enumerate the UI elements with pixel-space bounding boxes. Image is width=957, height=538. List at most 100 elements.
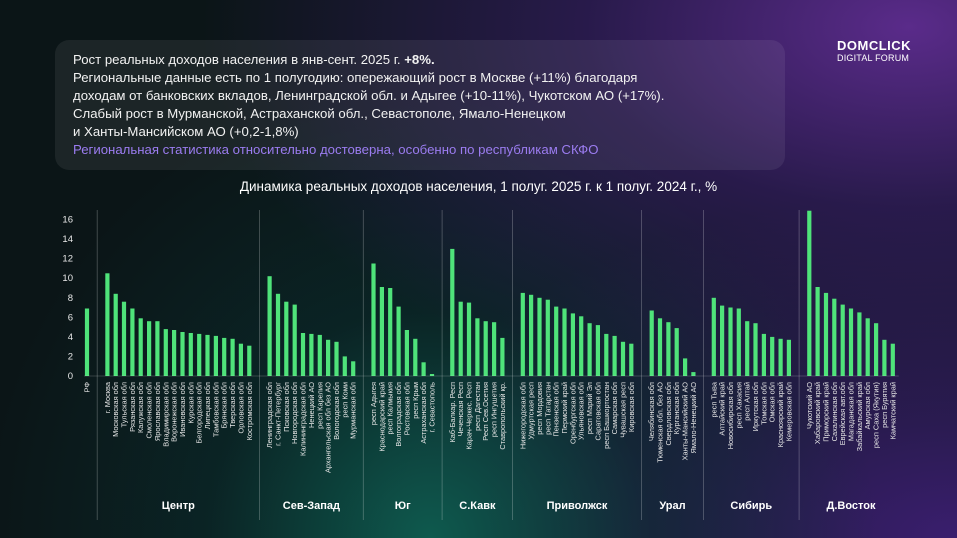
category-label: Ханты-Мансийский АО	[681, 382, 690, 461]
category-label: Калининградская обл	[299, 382, 308, 456]
category-label: г. Москва	[103, 381, 112, 413]
bar-44	[500, 337, 505, 376]
summary-line-4: Слабый рост в Мурманской, Астраханской о…	[73, 106, 566, 121]
bar-6	[147, 321, 152, 376]
bar-47	[537, 297, 542, 376]
category-label: респ Марий Эл	[585, 382, 594, 434]
bar-79	[840, 304, 845, 376]
logo-subtitle: DIGITAL FORUM	[837, 53, 910, 63]
category-label: Владимирская обл	[161, 382, 170, 447]
bar-68	[736, 308, 741, 376]
bar-62	[674, 328, 679, 376]
y-tick-label: 10	[62, 273, 73, 284]
bar-40	[466, 302, 472, 376]
bar-80	[848, 308, 854, 376]
bar-77	[823, 292, 829, 376]
category-label: Алтайский край	[718, 382, 727, 436]
bar-42	[483, 321, 488, 376]
category-label: респ Ингушетия	[490, 382, 499, 437]
category-label: Архангельская обл без АО	[324, 382, 333, 473]
category-label: Приморский край	[822, 382, 831, 442]
bar-37	[429, 374, 435, 376]
bar-61	[666, 322, 671, 376]
category-label: Иркутская обл	[751, 382, 760, 431]
bar-18	[247, 345, 252, 376]
bar-57	[620, 341, 626, 376]
category-label: Каб-Балкар. Респ	[448, 382, 457, 443]
category-label: Магаданская обл	[847, 382, 856, 441]
category-label: Тульская обл	[120, 382, 129, 427]
bar-52	[579, 316, 584, 376]
bar-58	[629, 343, 634, 376]
summary-line-3: доходам от банковских вкладов, Ленинград…	[73, 88, 665, 103]
bar-64	[691, 372, 696, 376]
bar-29	[351, 361, 356, 376]
category-label: Нижегородская обл	[518, 382, 527, 449]
summary-line-2: Региональные данные есть по 1 полугодию:…	[73, 70, 638, 85]
bar-28	[342, 356, 347, 376]
bar-26	[326, 339, 331, 376]
category-label: Краснодарский край	[377, 382, 386, 452]
group-label: Центр	[162, 500, 195, 512]
category-label: Астраханская обл	[419, 382, 428, 444]
bar-73	[778, 338, 783, 376]
bar-0	[84, 308, 90, 376]
bar-75	[807, 210, 812, 376]
bar-54	[595, 325, 600, 376]
category-label: Ненецкий АО	[307, 382, 316, 428]
category-label: Воронежская обл	[170, 382, 179, 442]
domclick-logo: DOMCLICK DIGITAL FORUM	[837, 39, 911, 64]
bar-83	[874, 323, 879, 376]
group-label: Урал	[659, 500, 685, 512]
bar-24	[309, 333, 314, 376]
category-label: Удмуртская респ	[527, 382, 536, 440]
category-label: Кемеровская обл	[784, 382, 793, 441]
category-label: Ставропольский кр.	[498, 382, 507, 450]
category-label: Новосибирская обл	[726, 382, 735, 449]
bar-66	[720, 305, 725, 376]
bar-16	[230, 338, 235, 376]
category-label: Московская обл	[111, 382, 120, 437]
bar-2	[113, 293, 118, 376]
y-tick-label: 2	[68, 351, 73, 362]
category-label: респ Калмыкия	[386, 382, 395, 434]
bar-9	[172, 330, 177, 376]
category-label: Ленинградская обл	[265, 382, 274, 448]
category-label: Амурская обл	[863, 382, 872, 429]
bar-38	[450, 248, 455, 376]
bar-15	[222, 337, 227, 376]
bar-20	[275, 293, 281, 376]
category-label: Хабаровский край	[813, 382, 822, 444]
bar-71	[761, 333, 766, 376]
category-label: Оренбургская обл	[568, 382, 577, 444]
category-label: Новгородская обл	[290, 382, 299, 444]
category-label: респ Адыгея	[369, 382, 378, 425]
category-label: Забайкальский край	[855, 382, 864, 451]
category-label: респ Карелия	[315, 382, 324, 429]
category-label: Красноярский край	[776, 382, 785, 447]
category-label: Ульяновская обл	[577, 382, 586, 440]
category-label: респ Саха (Якутия)	[872, 382, 881, 448]
category-label: Чеченская Респ	[456, 382, 465, 437]
y-tick-label: 8	[68, 293, 73, 304]
y-tick-label: 14	[62, 234, 73, 245]
bar-81	[857, 312, 862, 376]
category-label: респ Мордовия	[535, 382, 544, 435]
category-label: Орловская обл	[236, 382, 245, 434]
y-tick-label: 6	[68, 312, 73, 323]
category-label: Ростовская обл	[402, 382, 411, 435]
group-label: Приволжск	[547, 500, 608, 512]
bar-74	[786, 339, 791, 376]
bar-13	[205, 334, 210, 376]
bar-50	[562, 308, 567, 376]
bar-53	[587, 323, 592, 376]
category-label: Вологодская обл	[332, 382, 341, 440]
bar-31	[379, 287, 384, 376]
bar-41	[475, 318, 480, 376]
bar-25	[317, 334, 322, 376]
summary-line-1: Рост реальных доходов населения в янв-се…	[73, 52, 435, 68]
bar-27	[334, 341, 339, 376]
y-tick-label: 0	[68, 371, 73, 382]
bar-72	[770, 336, 775, 376]
category-label: Калужская обл	[136, 382, 145, 433]
